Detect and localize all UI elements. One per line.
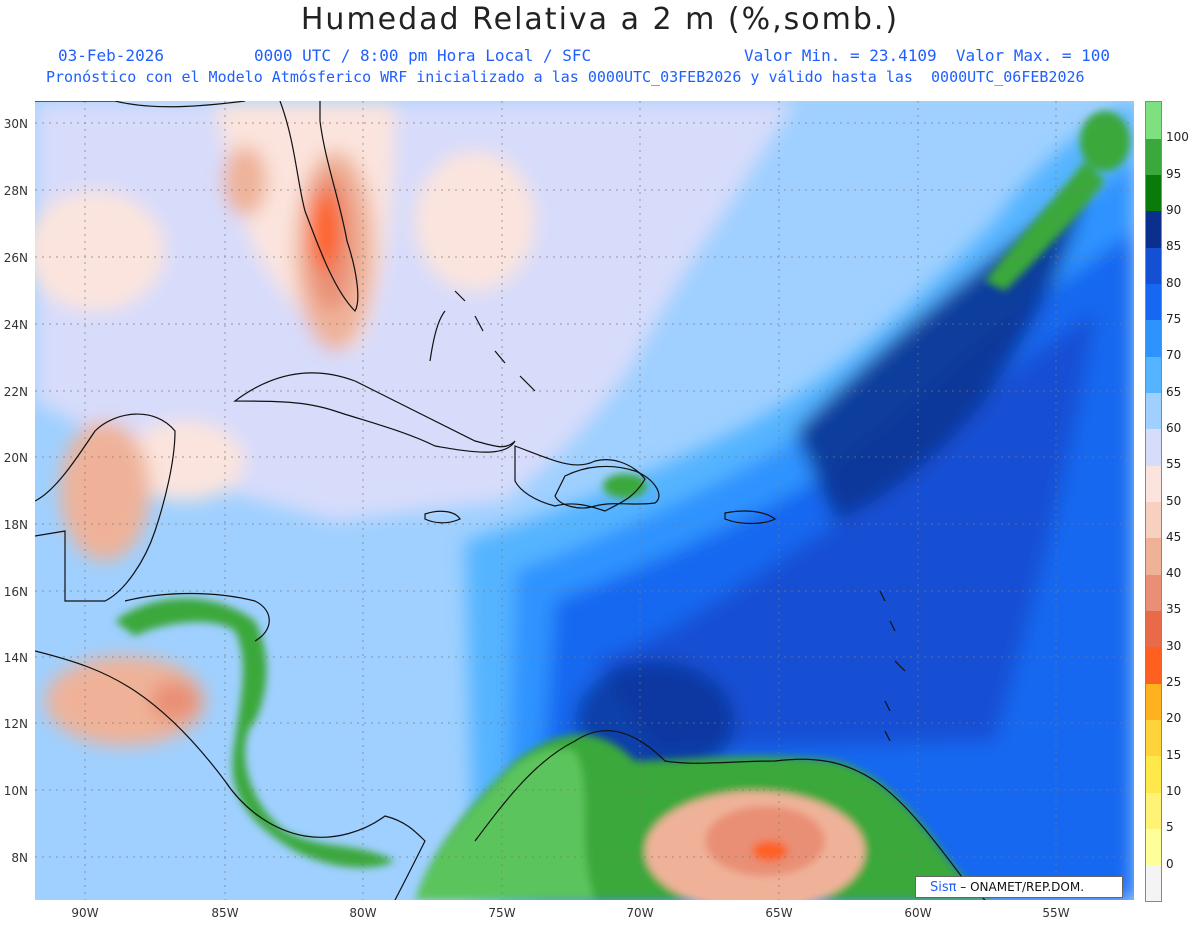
lon-label: 65W [765, 906, 793, 920]
colorbar-label: 55 [1166, 457, 1182, 472]
colorbar-segment [1146, 283, 1161, 321]
colorbar-segment [1146, 174, 1161, 212]
colorbar-label: 15 [1166, 747, 1182, 762]
colorbar-label: 45 [1166, 529, 1182, 544]
colorbar-segment [1146, 465, 1161, 502]
colorbar-label: 35 [1166, 602, 1182, 617]
colorbar-segment [1146, 864, 1161, 902]
credit-box: Sisπ – ONAMET/REP.DOM. [915, 876, 1123, 898]
colorbar-label: 40 [1166, 566, 1182, 581]
lon-label: 90W [71, 906, 99, 920]
colorbar-segment [1146, 828, 1161, 866]
lon-label: 85W [211, 906, 239, 920]
sis-logo-text: Sisπ [930, 880, 957, 895]
lat-label: 18N [3, 518, 28, 532]
colorbar-label: 0 [1166, 856, 1174, 871]
lon-label: 60W [904, 906, 932, 920]
colorbar-label: 75 [1166, 311, 1182, 326]
colorbar-segment [1146, 610, 1161, 648]
colorbar-label: 85 [1166, 239, 1182, 254]
colorbar-label: 30 [1166, 638, 1182, 653]
colorbar-label: 95 [1166, 166, 1182, 181]
forecast-time: 0000 UTC / 8:00 pm Hora Local / SFC [254, 46, 592, 65]
colorbar-label: 90 [1166, 202, 1182, 217]
colorbar-segment [1146, 138, 1161, 176]
credit-text: – ONAMET/REP.DOM. [960, 880, 1085, 894]
model-description: Pronóstico con el Modelo Atmósferico WRF… [46, 68, 1085, 86]
colorbar-segment [1146, 719, 1161, 757]
colorbar-label: 20 [1166, 711, 1182, 726]
lat-label: 10N [3, 784, 28, 798]
colorbar-segment [1146, 683, 1161, 720]
colorbar-label: 5 [1166, 820, 1174, 835]
lat-label: 26N [3, 251, 28, 265]
colorbar-segment [1146, 537, 1161, 575]
lat-label: 12N [3, 717, 28, 731]
colorbar-label: 50 [1166, 493, 1182, 508]
lat-label: 22N [3, 385, 28, 399]
colorbar-segment [1146, 392, 1161, 430]
colorbar-label: 60 [1166, 420, 1182, 435]
lon-label: 55W [1042, 906, 1070, 920]
colorbar-segment [1146, 247, 1161, 285]
colorbar [1145, 101, 1162, 902]
colorbar-segment [1146, 792, 1161, 829]
lon-label: 80W [349, 906, 377, 920]
value-min-max: Valor Min. = 23.4109 Valor Max. = 100 [744, 46, 1111, 65]
colorbar-segment [1146, 319, 1161, 357]
colorbar-segment [1146, 210, 1161, 248]
colorbar-label: 25 [1166, 675, 1182, 690]
lat-label: 20N [3, 451, 28, 465]
lat-label: 16N [3, 585, 28, 599]
forecast-date: 03-Feb-2026 [58, 46, 164, 65]
lat-label: 28N [3, 184, 28, 198]
colorbar-label: 65 [1166, 384, 1182, 399]
colorbar-segment [1146, 428, 1161, 466]
colorbar-label: 10 [1166, 784, 1182, 799]
colorbar-segment [1146, 102, 1161, 139]
colorbar-label: 80 [1166, 275, 1182, 290]
colorbar-segment [1146, 356, 1161, 394]
colorbar-label: 70 [1166, 348, 1182, 363]
lat-label: 30N [3, 117, 28, 131]
map-title: Humedad Relativa a 2 m (%,somb.) [300, 2, 900, 37]
colorbar-label: 100 [1166, 130, 1189, 145]
lon-label: 75W [488, 906, 516, 920]
colorbar-segment [1146, 755, 1161, 793]
lon-label: 70W [626, 906, 654, 920]
lat-label: 14N [3, 651, 28, 665]
lat-label: 8N [11, 851, 28, 865]
colorbar-segment [1146, 501, 1161, 539]
colorbar-segment [1146, 574, 1161, 611]
colorbar-segment [1146, 646, 1161, 684]
humidity-map [35, 101, 1134, 900]
lat-label: 24N [3, 318, 28, 332]
